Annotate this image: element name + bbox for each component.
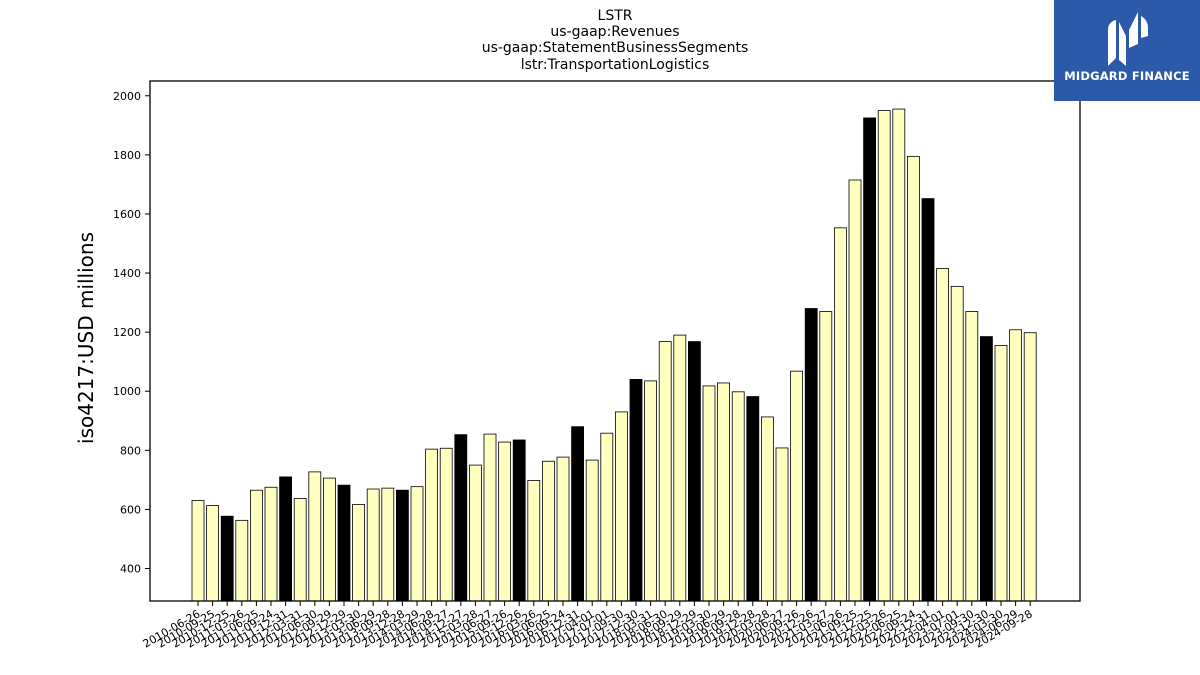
y-tick-label: 1400 [113,267,141,280]
bar-2016-09-24 [556,456,570,602]
title-line-4: lstr:TransportationLogistics [521,57,710,73]
bar-2020-03-28 [761,416,774,602]
logo-text: MIDGARD FINANCE [1064,69,1190,83]
bar-2015-12-26 [512,439,526,602]
bar-2011-12-31 [279,476,293,602]
y-axis-label: iso4217:USD millions [74,232,98,444]
bar-2022-12-31 [921,198,935,602]
bar-2021-12-25 [863,117,876,602]
y-tick-label: 1800 [113,149,141,162]
bar-2024-06-29 [1009,329,1022,602]
bar-2014-03-29 [410,486,424,602]
bar-2013-06-29 [366,488,380,602]
bar-2014-12-27 [454,434,468,602]
bar-2012-09-29 [322,477,336,602]
bar-2010-12-25 [220,515,234,602]
bar-2011-09-24 [264,486,278,602]
bar-2024-09-28 [1023,332,1037,602]
title-line-1: LSTR [598,8,633,24]
bar-2018-06-30 [658,341,672,602]
bar-2017-12-30 [629,379,643,602]
bar-2019-09-28 [731,391,745,602]
bar-2019-12-28 [746,396,760,602]
bar-2022-03-26 [877,110,891,602]
bar-2016-06-25 [542,460,555,602]
bar-2014-06-28 [425,448,439,602]
y-tick-label: 1200 [113,326,141,339]
bar-2020-12-26 [804,308,818,602]
x-axis-ticks: 2010-06-262010-09-252010-12-252011-03-26… [141,601,1035,651]
bar-2017-04-01 [585,459,599,602]
midgard-finance-logo: MIDGARD FINANCE [1054,0,1200,101]
bar-2014-09-27 [439,447,453,602]
bar-2015-09-26 [498,441,512,602]
bar-2018-12-29 [688,341,701,602]
bar-2018-09-29 [673,334,687,602]
bar-2016-12-31 [571,426,584,602]
bar-2022-06-25 [892,108,906,602]
bar-2019-06-29 [717,382,730,602]
y-axis-ticks: 400 600 800 1000 1200 1400 1600 1800 2000 [113,90,150,576]
bar-2020-06-27 [775,447,789,602]
bar-2020-09-26 [790,370,803,602]
bar-2013-09-28 [381,487,395,602]
bar-2024-03-30 [994,345,1008,602]
bar-2022-09-24 [907,155,920,602]
chart-title: LSTR us-gaap:Revenues us-gaap:StatementB… [482,8,749,73]
bar-2017-07-01 [600,432,614,602]
bar-2012-06-30 [308,471,322,602]
bar-2023-12-30 [980,336,993,602]
bar-2011-03-26 [235,519,249,602]
midgard-logo-icon [1108,12,1148,66]
bar-2013-12-28 [395,489,409,602]
bar-2015-03-28 [468,464,482,602]
y-tick-label: 1600 [113,208,141,221]
bar-2010-06-26 [191,500,205,602]
bar-2013-03-30 [352,503,366,602]
title-line-2: us-gaap:Revenues [550,24,679,40]
bar-2012-12-29 [337,484,351,602]
bars [191,108,1037,602]
bar-2023-09-30 [965,311,979,602]
bar-2019-03-30 [702,385,716,602]
bar-2011-06-25 [249,489,263,602]
bar-2021-09-25 [848,179,862,602]
bar-2010-09-25 [206,505,220,602]
bar-2023-04-01 [936,268,949,602]
bar-2015-06-27 [483,433,497,602]
bar-2012-03-31 [293,498,307,602]
bar-2021-03-27 [819,311,833,602]
bar-2023-07-01 [950,285,964,602]
bar-2021-06-26 [834,227,847,602]
plot-frame [149,80,1081,602]
y-tick-label: 2000 [113,90,141,103]
bar-2016-03-26 [527,480,541,602]
y-tick-label: 1000 [113,385,141,398]
y-tick-label: 800 [120,444,141,457]
y-tick-label: 600 [120,503,141,516]
bar-2018-03-31 [644,380,657,602]
bar-2017-09-30 [615,411,628,602]
title-line-3: us-gaap:StatementBusinessSegments [482,40,749,56]
y-tick-label: 400 [120,563,141,576]
